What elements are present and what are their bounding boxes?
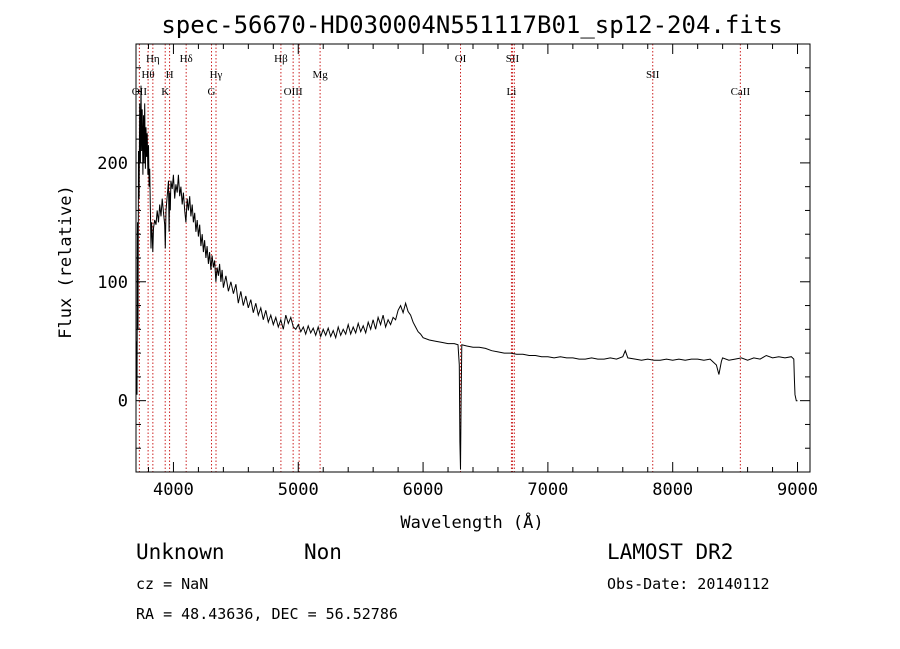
line-marker-label: Hγ xyxy=(210,69,223,81)
x-tick-label: 6000 xyxy=(403,480,444,500)
x-axis-label: Wavelength (Å) xyxy=(400,511,543,533)
line-marker-label: OI xyxy=(455,53,467,65)
coordinates-text: RA = 48.43636, DEC = 56.52786 xyxy=(136,605,398,623)
x-tick-label: 8000 xyxy=(652,480,693,500)
line-marker-label: Hβ xyxy=(274,53,288,65)
x-tick-label: 7000 xyxy=(527,480,568,500)
redshift-text: cz = NaN xyxy=(136,575,208,593)
survey-label: LAMOST DR2 xyxy=(607,540,733,564)
line-marker-label: Li xyxy=(507,86,517,98)
y-axis-label: Flux (relative) xyxy=(56,185,76,339)
line-marker-label: Mg xyxy=(312,69,328,81)
line-marker-label: OIII xyxy=(284,86,303,98)
line-marker-label: SII xyxy=(506,53,520,65)
line-marker-label: K xyxy=(161,86,169,98)
y-tick-label: 100 xyxy=(97,273,128,293)
x-tick-label: 5000 xyxy=(278,480,319,500)
spectrum-line xyxy=(135,85,798,470)
line-marker-label: H xyxy=(166,69,174,81)
object-subclass: Non xyxy=(304,540,342,564)
line-marker-label: SII xyxy=(646,69,660,81)
y-tick-label: 0 xyxy=(118,392,128,412)
line-marker-label: G xyxy=(208,86,216,98)
object-class: Unknown xyxy=(136,540,225,564)
x-tick-label: 9000 xyxy=(777,480,818,500)
axes: 4000 5000 6000 7000 8000 9000 0 100 200 xyxy=(97,44,818,500)
y-tick-label: 200 xyxy=(97,154,128,174)
line-marker-label: Hθ xyxy=(141,69,154,81)
x-tick-label: 4000 xyxy=(153,480,194,500)
line-marker-label: Hη xyxy=(146,53,160,65)
line-marker-label: CaII xyxy=(731,86,751,98)
chart-title: spec-56670-HD030004N551117B01_sp12-204.f… xyxy=(161,11,782,39)
plot-frame xyxy=(135,43,811,473)
line-marker-label: Hδ xyxy=(180,53,193,65)
obs-date-text: Obs-Date: 20140112 xyxy=(607,575,770,593)
